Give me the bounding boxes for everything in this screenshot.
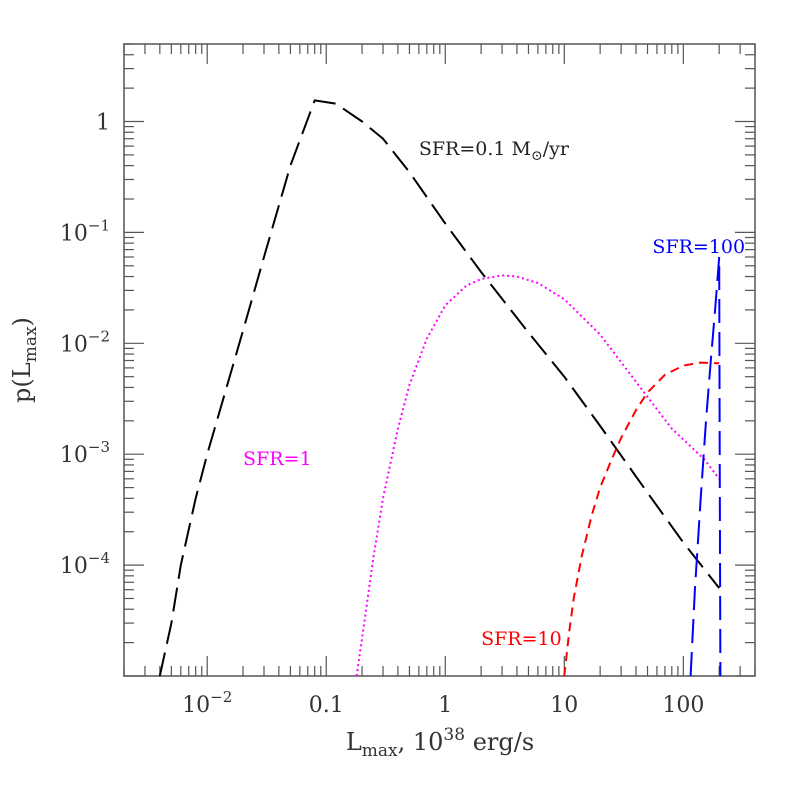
y-tick-label: 10−3 <box>60 438 110 468</box>
series-line-0 <box>158 99 720 677</box>
y-axis-label-sub: max <box>21 326 41 362</box>
x-axis-label-unit: erg/s <box>465 728 534 756</box>
y-tick-label-base: 10 <box>60 443 88 468</box>
y-tick-label-exp: −3 <box>88 438 110 456</box>
x-tick-label: 10−2 <box>182 688 232 718</box>
series-label-3: SFR=100 <box>652 236 745 258</box>
series-line-3 <box>689 256 722 677</box>
series-label-main: SFR=0.1 M <box>419 138 531 160</box>
y-tick-label-base: 10 <box>60 554 88 579</box>
y-tick-labels: 110−110−210−310−4 <box>60 111 110 580</box>
y-tick-label-base: 10 <box>60 221 88 246</box>
y-tick-label-exp: −2 <box>88 327 110 345</box>
series-label-2: SFR=10 <box>481 628 562 650</box>
x-tick-label: 100 <box>662 693 704 718</box>
x-tick-label: 10 <box>550 693 578 718</box>
y-tick-label-base: 10 <box>60 332 88 357</box>
x-tick-label-base: 10 <box>182 693 210 718</box>
series-label-sub: ⊙ <box>531 148 543 164</box>
y-axis-label: p(Lmax) <box>8 317 41 403</box>
x-tick-label: 1 <box>438 693 452 718</box>
series-label-end: /yr <box>543 138 570 160</box>
x-tick-labels: 10−2 0.1 1 10 100 <box>182 688 704 718</box>
y-tick-label: 10−2 <box>60 327 110 357</box>
y-tick-label: 1 <box>96 111 110 136</box>
series-label-0: SFR=0.1 M⊙/yr <box>419 138 570 164</box>
minor-ticks <box>123 43 756 677</box>
x-axis-label: Lmax, 1038 erg/s <box>346 725 534 761</box>
series-labels: SFR=0.1 M⊙/yr SFR=1 SFR=10 SFR=100 <box>243 138 745 650</box>
x-axis-label-sup: 38 <box>443 725 465 745</box>
y-tick-label: 10−4 <box>60 549 110 579</box>
x-axis-label-rest: , 10 <box>398 728 444 756</box>
y-tick-label-exp: −1 <box>88 216 110 234</box>
x-axis-label-sub: max <box>362 741 398 761</box>
y-tick-label: 10−1 <box>60 216 110 246</box>
y-axis-label-main: p(L <box>8 362 36 403</box>
x-axis-label-main: L <box>346 728 362 756</box>
y-axis-label-end: ) <box>8 317 36 326</box>
x-tick-label: 0.1 <box>309 693 344 718</box>
y-tick-label-exp: −4 <box>88 549 110 567</box>
series-line-1 <box>355 274 720 677</box>
series-label-1: SFR=1 <box>243 448 312 470</box>
x-tick-label-exp: −2 <box>210 688 232 706</box>
series-line-2 <box>563 361 720 677</box>
series-lines <box>158 99 722 677</box>
